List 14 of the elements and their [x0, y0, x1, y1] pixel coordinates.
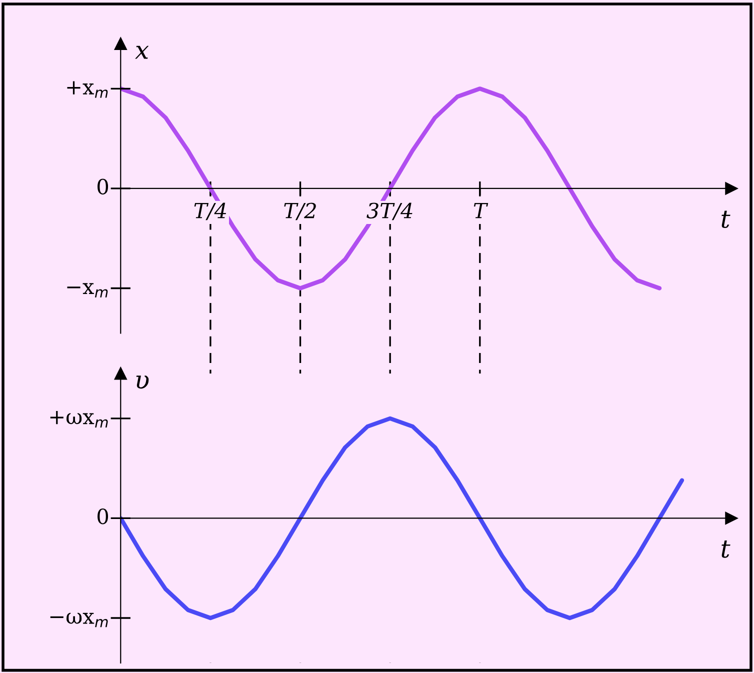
x-tick-label: 3T/4 — [366, 202, 412, 220]
text: +x$_{m}$ — [67, 81, 108, 98]
x-tick-label: T — [474, 202, 488, 218]
x-axis-title: t — [722, 540, 730, 558]
x-tick-label: T/4 — [194, 202, 226, 220]
text: +ωx$_{m}$ — [50, 411, 108, 428]
text: −ωx$_{m}$ — [50, 612, 108, 628]
y-axis-title: x — [135, 46, 149, 59]
x-axis-title: t — [722, 210, 730, 228]
text: −x$_{m}$ — [67, 283, 108, 298]
text: 0 — [98, 508, 108, 524]
x-tick-label: T/2 — [284, 202, 316, 220]
y-axis-title: υ — [136, 376, 149, 389]
text: 0 — [98, 178, 108, 194]
